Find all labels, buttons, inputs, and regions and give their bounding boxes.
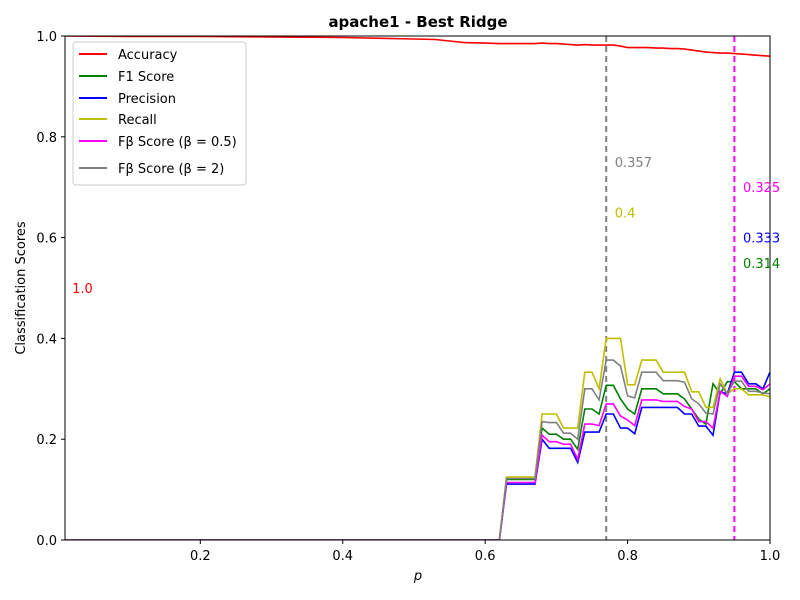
value-annotation: 1.0 [72,282,93,297]
plot-area [65,36,770,540]
chart-title: apache1 - Best Ridge [328,13,507,31]
series-line-2 [65,371,770,540]
series-line-5 [65,359,770,540]
series-line-3 [65,337,770,540]
y-tick-label: 0.4 [36,332,57,347]
series-line-0 [65,36,770,57]
value-annotation: 0.325 [743,181,780,196]
x-tick-label: 0.8 [617,549,638,564]
series-line-1 [65,380,770,540]
annotations: 1.0 0.357 0.4 0.325 0.333 0.314 [72,156,780,297]
x-tick-label: 0.4 [332,549,353,564]
x-axis-label: p [413,569,422,584]
legend-label: F1 Score [118,70,174,85]
series-line-4 [65,375,770,540]
y-axis: 0.0 0.2 0.4 0.6 0.8 1.0 [36,30,65,549]
y-axis-label: Classification Scores [14,221,29,355]
y-tick-label: 0.2 [36,433,57,448]
x-tick-label: 0.6 [475,549,496,564]
value-annotation: 0.357 [615,156,652,171]
value-annotation: 0.333 [743,232,780,247]
value-annotation: 0.4 [615,206,636,221]
x-tick-label: 0.2 [190,549,211,564]
legend-label: Precision [118,92,176,107]
legend-box [72,41,247,186]
value-annotation: 0.314 [743,257,780,272]
legend-label: Accuracy [118,48,178,63]
axes-frame [64,35,771,541]
x-axis: 0.2 0.4 0.6 0.8 1.0 [190,540,780,564]
y-tick-label: 0.6 [36,232,57,247]
y-tick-label: 1.0 [36,30,57,45]
y-tick-label: 0.8 [36,131,57,146]
legend-label: Fβ Score (β = 2) [118,162,224,177]
y-tick-label: 0.0 [36,534,57,549]
legend: Accuracy F1 Score Precision Recall Fβ Score … [72,41,247,186]
legend-label: Recall [118,113,157,128]
legend-label: Fβ Score (β = 0.5) [118,135,237,150]
x-tick-label: 1.0 [760,549,781,564]
